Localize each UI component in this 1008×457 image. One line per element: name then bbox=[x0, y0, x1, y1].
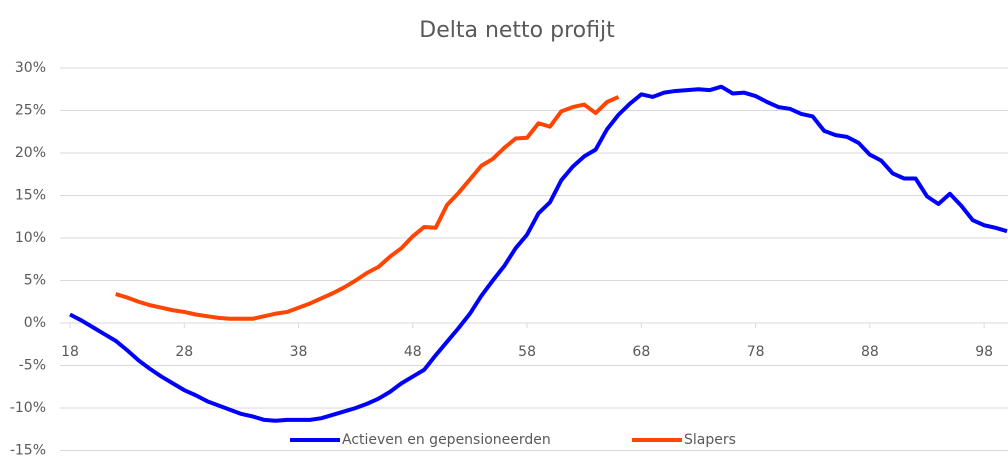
data-line bbox=[69, 84, 1008, 423]
y-tick-label: 25% bbox=[15, 103, 46, 119]
chart-title: Delta netto profijt bbox=[419, 18, 615, 43]
y-tick-label: -10% bbox=[10, 400, 46, 416]
legend-label: Slapers bbox=[684, 432, 736, 448]
legend-label: Actieven en gepensioneerden bbox=[342, 432, 551, 448]
x-tick-label: 58 bbox=[518, 344, 536, 360]
y-tick-label: 30% bbox=[15, 60, 46, 76]
x-tick-label: 88 bbox=[861, 344, 879, 360]
y-tick-label: -5% bbox=[19, 358, 46, 374]
y-tick-label: 10% bbox=[15, 230, 46, 246]
x-tick-label: 28 bbox=[175, 344, 193, 360]
x-tick-label: 78 bbox=[747, 344, 765, 360]
y-tick-label: -15% bbox=[10, 443, 46, 457]
data-line bbox=[115, 95, 620, 321]
x-tick-label: 48 bbox=[404, 344, 422, 360]
x-tick-label: 68 bbox=[632, 344, 650, 360]
x-tick-label: 98 bbox=[975, 344, 993, 360]
y-tick-label: 0% bbox=[24, 315, 46, 331]
x-tick-label: 38 bbox=[290, 344, 308, 360]
x-tick-label: 18 bbox=[61, 344, 79, 360]
y-tick-label: 15% bbox=[15, 188, 46, 204]
y-tick-label: 5% bbox=[24, 273, 46, 289]
y-tick-label: 20% bbox=[15, 145, 46, 161]
